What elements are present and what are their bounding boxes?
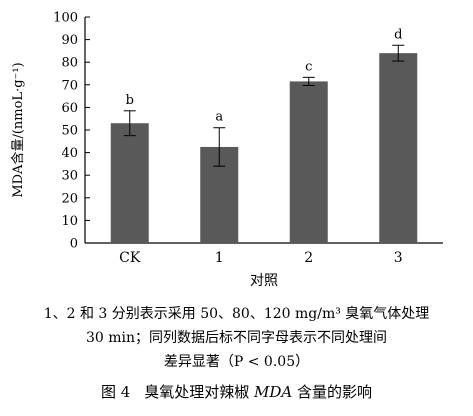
note-line-2: 30 min；同列数据后标不同字母表示不同处理间 [85, 330, 388, 346]
note-line-3: 差异显著（P < 0.05） [163, 354, 310, 370]
y-tick-label: 70 [61, 78, 78, 93]
y-tick-label: 10 [61, 214, 78, 229]
x-axis-label: 对照 [250, 273, 278, 289]
y-axis-label: MDA含量/(nmoL·g⁻¹) [10, 62, 26, 197]
note-line-1: 1、2 和 3 分别表示采用 50、80、120 mg/m³ 臭氧气体处理 [43, 306, 430, 322]
y-tick-label: 90 [61, 33, 78, 48]
x-axis: CK 1 2 3 [85, 239, 443, 266]
x-tick-label: 3 [394, 250, 403, 266]
x-tick-label: 2 [304, 250, 313, 266]
y-tick-label: 60 [61, 101, 78, 116]
figure-note: 1、2 和 3 分别表示采用 50、80、120 mg/m³ 臭氧气体处理 30… [0, 302, 473, 374]
significance-letter: d [394, 27, 402, 42]
figure-title-text-end: 含量的影响 [292, 383, 373, 401]
figure-title-text-start: 臭氧处理对辣椒 [144, 383, 255, 401]
figure-title: 图 4 臭氧处理对辣椒 MDA 含量的影响 [0, 381, 473, 403]
mda-bar-chart: 0 10 20 30 40 50 60 70 80 90 100 CK 1 2 3 b a c d MDA含量/… [10, 11, 443, 289]
y-tick-label: 40 [61, 146, 78, 161]
y-tick-label: 20 [61, 191, 78, 206]
figure-number: 图 4 [100, 383, 131, 401]
y-tick-label: 80 [61, 56, 78, 71]
significance-letter: b [126, 93, 134, 108]
x-tick-label: CK [119, 250, 141, 266]
bar [110, 123, 149, 243]
figure-title-text-em: MDA [254, 383, 293, 401]
bar [379, 53, 418, 243]
error-bars [123, 44, 405, 167]
bar [289, 81, 328, 243]
x-tick-label: 1 [215, 250, 224, 266]
y-tick-label: 50 [61, 124, 78, 139]
bars [110, 53, 418, 243]
significance-labels: b a c d [126, 27, 403, 124]
y-tick-label: 30 [61, 169, 78, 184]
y-axis: 0 10 20 30 40 50 60 70 80 90 100 [53, 11, 90, 252]
significance-letter: c [305, 59, 312, 74]
significance-letter: a [215, 110, 223, 125]
y-tick-label: 0 [70, 237, 78, 252]
y-tick-label: 100 [53, 11, 78, 26]
